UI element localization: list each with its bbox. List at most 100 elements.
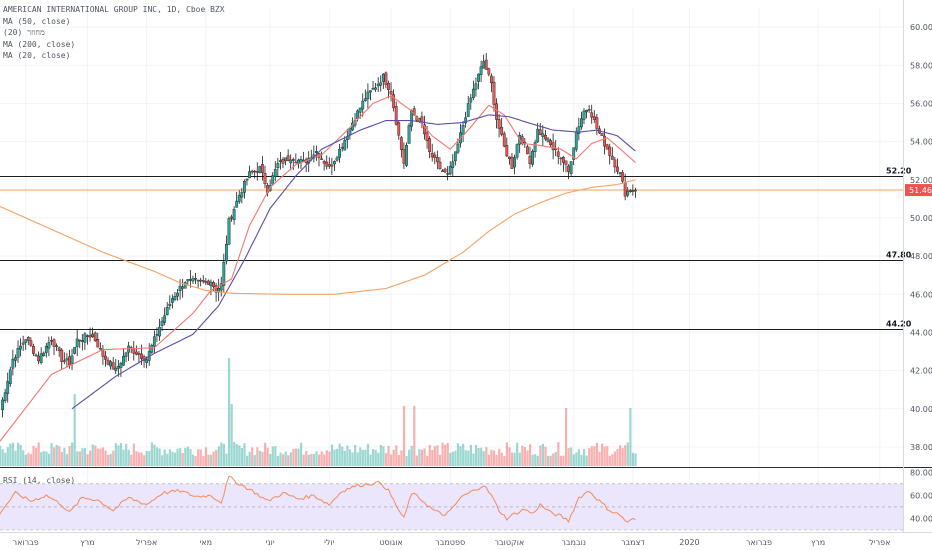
volume-bar: [318, 454, 321, 466]
volume-bar: [163, 449, 166, 466]
candle-body: [227, 218, 231, 245]
volume-bar: [40, 452, 43, 466]
volume-bar: [631, 452, 635, 466]
candle-body: [114, 367, 118, 371]
candle-body: [322, 161, 326, 164]
volume-bar: [197, 449, 200, 466]
candle-body: [199, 279, 203, 282]
volume-bar: [117, 445, 120, 466]
volume-bar: [462, 443, 465, 466]
candle-body: [253, 170, 257, 173]
volume-bar: [305, 451, 308, 466]
volume-bar: [467, 450, 470, 466]
candle-body: [255, 171, 259, 173]
volume-bar: [526, 450, 529, 466]
candle-body: [399, 137, 403, 150]
candle-body: [610, 155, 614, 160]
candle-body: [70, 355, 74, 364]
candle-body: [271, 175, 275, 185]
candle-body: [315, 151, 318, 153]
candle-body: [26, 337, 30, 341]
volume-bar: [505, 442, 509, 466]
volume-bar: [238, 445, 241, 466]
ma-line[interactable]: [0, 179, 636, 295]
candle-body: [16, 348, 20, 358]
candle-body: [528, 155, 532, 164]
volume-bar: [130, 454, 133, 466]
volume-bar: [456, 443, 460, 466]
candle-body: [224, 244, 228, 262]
volume-bar: [585, 455, 588, 466]
volume-bar: [78, 451, 81, 466]
candle-body: [621, 172, 624, 182]
volume-bar: [186, 446, 190, 466]
volume-bar: [104, 450, 107, 466]
volume-bar: [436, 445, 439, 466]
candle-body: [407, 125, 411, 144]
volume-bar: [402, 406, 406, 466]
candle-body: [536, 128, 540, 143]
volume-bar: [500, 452, 503, 466]
legend-ma20[interactable]: MA (20, close): [3, 51, 71, 61]
volume-bar: [261, 451, 264, 466]
candle-body: [376, 83, 380, 87]
candle-body: [394, 106, 398, 125]
candle-body: [34, 354, 38, 357]
candle-body: [562, 156, 565, 163]
candle-body: [410, 110, 414, 127]
volume-bar: [464, 450, 467, 466]
candle-body: [507, 156, 511, 160]
volume-bar: [562, 455, 565, 466]
volume-bar: [590, 446, 593, 466]
price-tick-label: 50.00: [910, 214, 932, 223]
candle-body: [335, 157, 339, 161]
volume-bar: [369, 454, 372, 466]
time-tick-label: ספטמבר: [435, 538, 465, 547]
candle-body: [32, 345, 35, 354]
volume-bar: [328, 451, 331, 466]
volume-bar: [351, 452, 354, 466]
time-tick-label: מאי: [200, 538, 213, 547]
legend-ma200[interactable]: MA (200, close): [3, 39, 76, 49]
volume-bar: [580, 454, 583, 466]
candle-body: [191, 278, 195, 282]
volume-bar: [418, 449, 421, 466]
candle-body: [258, 166, 262, 173]
volume-bar: [377, 452, 380, 466]
candle-body: [448, 165, 452, 175]
volume-bar: [570, 447, 573, 466]
candle-body: [181, 286, 185, 289]
volume-bar: [480, 447, 483, 466]
legend-channel[interactable]: מחוזר (20): [3, 28, 45, 38]
volume-bar: [330, 444, 334, 466]
volume-bar: [336, 448, 339, 466]
legend-symbol[interactable]: AMERICAN INTERNATIONAL GROUP INC, 1D, Cb…: [3, 5, 225, 14]
legend-ma50[interactable]: MA (50, close): [3, 16, 71, 26]
volume-bar: [392, 449, 395, 466]
candle-body: [294, 161, 298, 164]
volume-bar: [338, 443, 341, 466]
volume-bar: [444, 444, 447, 466]
volume-bar: [498, 448, 501, 466]
candle-body: [91, 333, 95, 338]
candle-body: [613, 159, 617, 168]
time-tick-label: יוני: [266, 538, 275, 547]
ma-line[interactable]: [71, 114, 636, 410]
candle-body: [389, 91, 393, 95]
candle-body: [541, 133, 545, 137]
ma-line[interactable]: [0, 95, 636, 442]
rsi-title[interactable]: RSI (14, close): [3, 476, 76, 485]
level-label: 44.20: [886, 320, 912, 329]
volume-bar: [325, 450, 328, 466]
rsi-tick-label: 60.00: [910, 491, 932, 500]
volume-bar: [53, 447, 56, 466]
candle-body: [6, 381, 10, 394]
volume-bar: [433, 446, 436, 466]
candle-body: [556, 151, 560, 157]
volume-bar: [202, 455, 205, 466]
candle-body: [93, 332, 97, 341]
rsi-line[interactable]: [0, 475, 636, 523]
volume-bar: [616, 448, 619, 466]
candle-body: [425, 132, 429, 141]
